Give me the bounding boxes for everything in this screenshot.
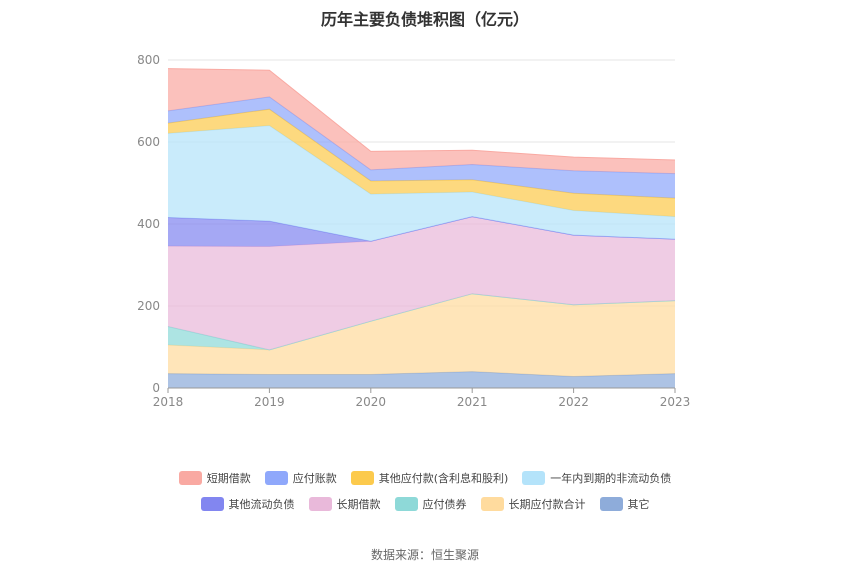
legend-item[interactable]: 一年内到期的非流动负债 xyxy=(522,470,671,486)
legend-label: 长期借款 xyxy=(336,498,381,511)
legend-row: 其他流动负债 长期借款 应付债券 长期应付款合计 其它 xyxy=(0,496,850,512)
y-tick-label: 600 xyxy=(137,135,160,149)
area-长期借款[interactable] xyxy=(168,216,675,350)
legend: 短期借款 应付账款 其他应付款(含利息和股利) 一年内到期的非流动负债 其他流动负债 长… xyxy=(0,470,850,522)
legend-item[interactable]: 其它 xyxy=(599,496,650,512)
area-长期应付款合计[interactable] xyxy=(168,293,675,377)
chart-title: 历年主要负债堆积图（亿元） xyxy=(320,10,529,29)
x-tick-label: 2023 xyxy=(660,395,691,409)
area-其他流动负债[interactable] xyxy=(168,216,675,247)
legend-label: 其他流动负债 xyxy=(228,498,295,511)
legend-label: 其他应付款(含利息和股利) xyxy=(378,472,509,485)
legend-item[interactable]: 应付债券 xyxy=(394,496,467,512)
axes: 0 200 400 600 800 2018 2019 2020 2021 2022 2023 xyxy=(137,53,690,409)
area-短期借款[interactable] xyxy=(168,68,675,174)
x-tick-label: 2020 xyxy=(356,395,387,409)
y-tick-label: 800 xyxy=(137,53,160,67)
legend-label: 其它 xyxy=(627,498,650,511)
x-tick-label: 2022 xyxy=(558,395,589,409)
stacked-area-chart: 0 200 400 600 800 2018 2019 2020 2021 2022 2023 xyxy=(137,53,690,409)
y-tick-label: 400 xyxy=(137,217,160,231)
area-应付债券[interactable] xyxy=(168,293,675,350)
legend-row: 短期借款 应付账款 其他应付款(含利息和股利) 一年内到期的非流动负债 xyxy=(0,470,850,486)
y-tick-label: 0 xyxy=(152,381,160,395)
legend-item[interactable]: 应付账款 xyxy=(264,470,337,486)
legend-label: 应付账款 xyxy=(292,472,337,485)
legend-swatch xyxy=(394,497,418,511)
legend-swatch xyxy=(178,471,202,485)
x-tick-label: 2018 xyxy=(153,395,184,409)
legend-swatch xyxy=(350,471,374,485)
legend-label: 短期借款 xyxy=(206,472,251,485)
legend-item[interactable]: 短期借款 xyxy=(178,470,251,486)
legend-item[interactable]: 其他应付款(含利息和股利) xyxy=(350,470,509,486)
area-一年内到期的非流动负债[interactable] xyxy=(168,125,675,242)
legend-label: 应付债券 xyxy=(422,498,467,511)
y-tick-label: 200 xyxy=(137,299,160,313)
legend-item[interactable]: 长期借款 xyxy=(308,496,381,512)
legend-swatch xyxy=(308,497,332,511)
legend-label: 长期应付款合计 xyxy=(508,498,586,511)
legend-swatch xyxy=(480,497,504,511)
legend-swatch xyxy=(599,497,623,511)
source-note: 数据来源：恒生聚源 xyxy=(370,548,479,562)
x-tick-label: 2021 xyxy=(457,395,488,409)
legend-item[interactable]: 长期应付款合计 xyxy=(480,496,586,512)
area-edge-短期借款 xyxy=(167,68,676,161)
legend-label: 一年内到期的非流动负债 xyxy=(550,472,672,485)
x-tick-label: 2019 xyxy=(254,395,285,409)
legend-swatch xyxy=(264,471,288,485)
area-series xyxy=(167,68,676,388)
legend-swatch xyxy=(522,471,546,485)
area-其他应付款(含利息和股利)[interactable] xyxy=(168,109,675,217)
area-应付账款[interactable] xyxy=(168,96,675,199)
legend-item[interactable]: 其他流动负债 xyxy=(200,496,295,512)
legend-swatch xyxy=(200,497,224,511)
